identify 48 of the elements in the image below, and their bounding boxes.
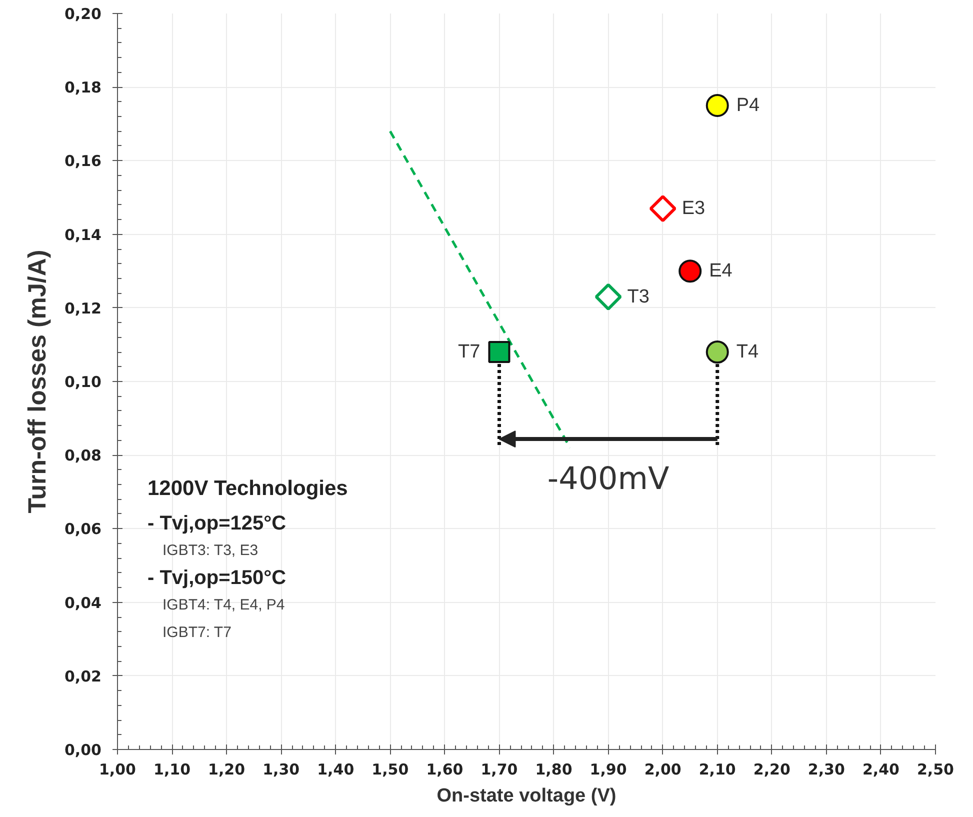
series-label: T7 bbox=[458, 342, 480, 363]
y-tick-label: 0,20 bbox=[64, 5, 102, 23]
annotation: IGBT4: T4, E4, P4 bbox=[162, 596, 285, 614]
x-tick-label: 2,30 bbox=[808, 760, 845, 778]
point bbox=[706, 340, 729, 364]
point bbox=[649, 195, 676, 222]
series-label: E3 bbox=[682, 198, 706, 220]
annotation: - Tvj,op=150°C bbox=[148, 566, 286, 589]
y-tick-label: 0,18 bbox=[64, 78, 102, 97]
x-tick-label: 1,60 bbox=[426, 760, 464, 778]
x-tick-label: 2,10 bbox=[698, 760, 736, 778]
x-tick-label: 1,10 bbox=[154, 760, 191, 778]
point bbox=[678, 260, 702, 283]
y-tick-label: 0,04 bbox=[64, 594, 102, 612]
x-tick-label: 2,20 bbox=[753, 760, 790, 778]
x-tick-label: 2,00 bbox=[644, 760, 682, 778]
x-axis-title: On-state voltage (V) bbox=[436, 786, 616, 806]
x-tick-label: 1,80 bbox=[535, 760, 572, 778]
y-axis-title: Turn-off losses (mJ/A) bbox=[23, 250, 52, 514]
y-tick-label: 0,10 bbox=[64, 373, 102, 391]
y-tick-label: 0,14 bbox=[64, 226, 102, 244]
x-tick-label: 1,20 bbox=[208, 760, 246, 778]
y-tick-label: 0,16 bbox=[64, 152, 102, 170]
x-tick-label: 1,50 bbox=[372, 760, 409, 778]
point bbox=[594, 283, 622, 310]
x-tick-label: 1,00 bbox=[98, 760, 136, 778]
y-tick-label: 0,12 bbox=[64, 299, 102, 318]
y-tick-label: 0,00 bbox=[64, 741, 102, 759]
annotation: IGBT3: T3, E3 bbox=[162, 542, 258, 560]
annotation: - Tvj,op=125°C bbox=[148, 512, 286, 534]
x-tick-label: 2,50 bbox=[916, 760, 954, 778]
annotation: 1200V Technologies bbox=[148, 477, 348, 500]
point bbox=[706, 94, 729, 117]
x-tick-label: 1,40 bbox=[317, 760, 354, 778]
x-tick-label: 2,40 bbox=[862, 760, 900, 778]
point bbox=[488, 341, 510, 364]
series-label: T4 bbox=[736, 342, 759, 363]
x-tick-label: 1,30 bbox=[262, 760, 300, 778]
x-tick-label: 1,70 bbox=[480, 760, 518, 778]
series-label: E4 bbox=[709, 260, 733, 282]
y-tick-label: 0,06 bbox=[64, 520, 102, 538]
x-tick-label: 1,90 bbox=[590, 760, 627, 778]
y-tick-label: 0,08 bbox=[64, 446, 102, 465]
series-label: T3 bbox=[627, 286, 650, 308]
y-tick-label: 0,02 bbox=[64, 667, 102, 686]
annotation: -400mV bbox=[547, 461, 670, 498]
annotation: IGBT7: T7 bbox=[162, 624, 232, 641]
series-label: P4 bbox=[736, 95, 760, 116]
